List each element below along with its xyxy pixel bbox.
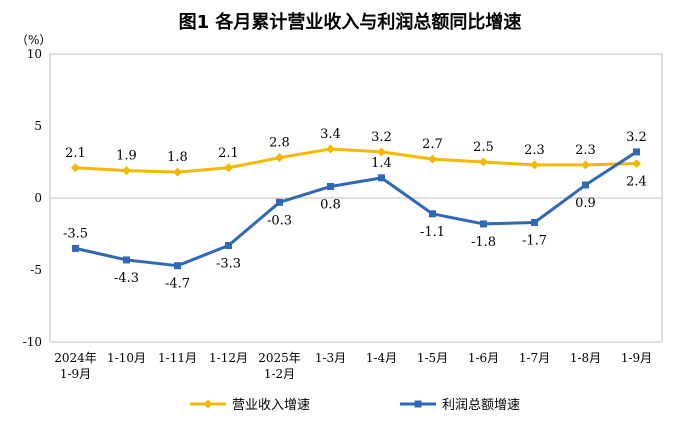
x-tick-label: 2024年 <box>54 351 97 365</box>
y-axis-ticks: （%） -10 -5 0 5 10 <box>16 33 51 349</box>
y-axis-unit: （%） <box>16 33 51 47</box>
axes <box>49 53 663 343</box>
data-label: 1.8 <box>167 150 188 165</box>
data-label: -4.7 <box>165 277 190 292</box>
data-point <box>326 144 335 154</box>
data-point <box>377 147 386 157</box>
data-label: 0.9 <box>575 196 596 211</box>
data-label: -0.3 <box>267 213 292 228</box>
x-tick-label: 1-7月 <box>519 351 550 365</box>
legend-marker <box>203 399 213 409</box>
legend-label: 利润总额增速 <box>442 398 520 413</box>
data-label: 2.1 <box>65 146 86 161</box>
x-tick-label: 1-11月 <box>158 351 197 365</box>
data-label: -1.1 <box>420 225 445 240</box>
x-tick-label: 1-10月 <box>107 351 146 365</box>
x-tick-label: 1-2月 <box>264 367 295 381</box>
data-point <box>122 166 131 176</box>
data-label: 2.3 <box>575 143 596 158</box>
data-label: 3.2 <box>371 130 392 145</box>
data-point <box>173 167 182 177</box>
data-labels: 2.1 1.9 1.8 2.1 2.8 3.4 3.2 2.7 2.5 2.3 2.3 2.4 -3.5… <box>63 127 647 292</box>
data-point <box>531 218 538 226</box>
chart-title: 图1 各月累计营业收入与利润总额同比增速 <box>178 12 522 33</box>
legend-label: 营业收入增速 <box>232 398 310 413</box>
y-tick-label: 5 <box>34 119 42 133</box>
x-tick-label: 1-4月 <box>366 351 397 365</box>
data-point <box>225 242 232 250</box>
data-label: 2.5 <box>473 140 494 155</box>
data-point <box>581 160 590 170</box>
x-tick-label: 1-6月 <box>468 351 499 365</box>
legend-marker <box>414 400 422 408</box>
data-point <box>378 174 385 182</box>
data-label: 3.2 <box>626 130 647 145</box>
x-tick-label: 1-9月 <box>621 351 652 365</box>
series-line <box>75 147 637 174</box>
data-point <box>582 181 589 189</box>
data-label: 3.4 <box>320 127 341 142</box>
data-point <box>327 182 334 190</box>
x-tick-label: 1-8月 <box>570 351 601 365</box>
x-tick-label: 1-12月 <box>209 351 248 365</box>
data-label: 2.8 <box>269 136 290 151</box>
x-tick-label: 1-3月 <box>315 351 346 365</box>
x-axis-ticks: 2024年 1-9月 1-10月 1-11月 1-12月 2025年 1-2月 1-3月 1-4… <box>54 351 652 381</box>
series-markers <box>71 144 641 270</box>
data-label: 1.4 <box>371 156 392 171</box>
data-point <box>480 220 487 228</box>
data-point <box>123 256 130 264</box>
legend: 营业收入增速 利润总额增速 <box>190 398 520 413</box>
x-tick-label: 2025年 <box>258 351 301 365</box>
data-label: 2.7 <box>422 137 443 152</box>
data-point <box>428 154 437 164</box>
data-label: -3.3 <box>216 257 241 272</box>
data-point <box>72 244 79 252</box>
data-label: -4.3 <box>114 271 139 286</box>
data-point <box>632 158 641 168</box>
data-label: 2.4 <box>626 174 647 189</box>
data-label: 1.9 <box>116 149 137 164</box>
data-label: 2.3 <box>524 143 545 158</box>
data-label: -3.5 <box>63 226 88 241</box>
y-tick-label: 10 <box>27 47 42 61</box>
data-point <box>276 198 283 206</box>
data-point <box>429 210 436 218</box>
y-tick-label: -10 <box>23 335 42 349</box>
x-tick-label: 1-9月 <box>60 367 91 381</box>
series-lines <box>75 147 638 268</box>
data-point <box>71 163 80 173</box>
data-label: 0.8 <box>320 197 341 212</box>
data-point <box>174 262 181 270</box>
data-label: 2.1 <box>218 146 239 161</box>
data-label: -1.8 <box>471 235 496 250</box>
y-tick-label: -5 <box>30 263 42 277</box>
data-point <box>479 157 488 167</box>
data-point <box>224 163 233 173</box>
data-point <box>275 153 284 163</box>
x-tick-label: 1-5月 <box>417 351 448 365</box>
data-point <box>633 148 640 156</box>
series-line <box>75 150 638 268</box>
y-tick-label: 0 <box>34 191 42 205</box>
data-point <box>530 160 539 170</box>
data-label: -1.7 <box>522 233 547 248</box>
